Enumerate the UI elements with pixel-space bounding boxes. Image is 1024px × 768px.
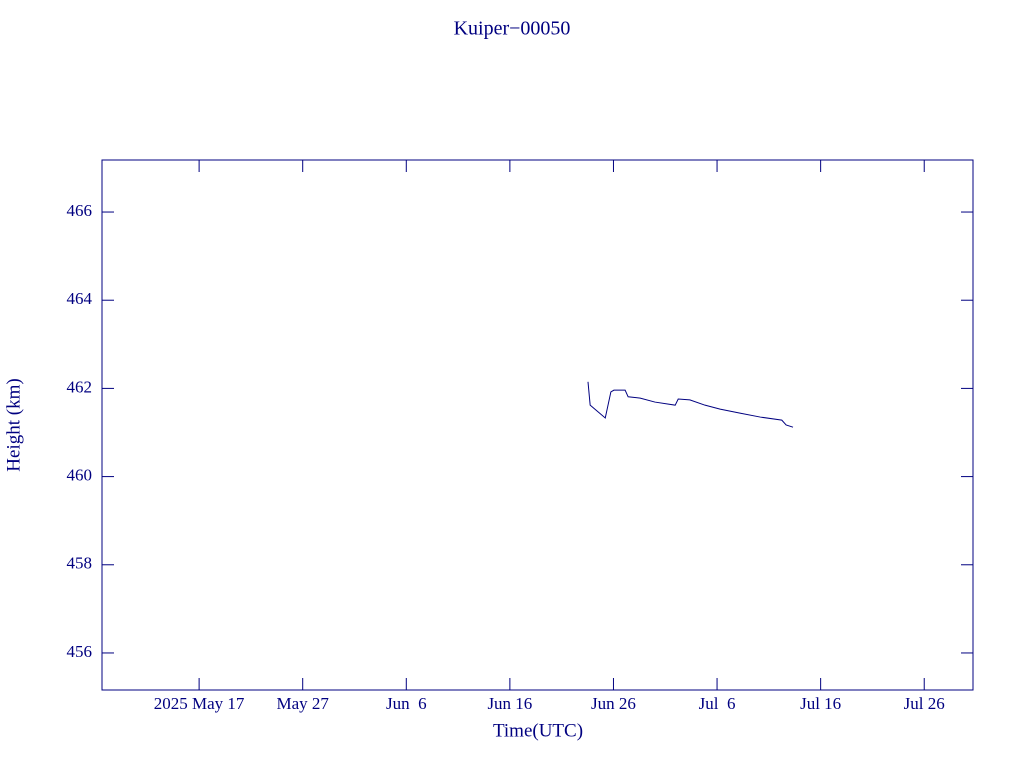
data-line bbox=[587, 381, 794, 428]
y-tick-label: 456 bbox=[67, 642, 93, 661]
x-tick-label: Jul 26 bbox=[904, 694, 945, 713]
x-tick-label: 2025 May 17 bbox=[154, 694, 245, 713]
x-tick-label: Jul 6 bbox=[699, 694, 736, 713]
y-tick-label: 464 bbox=[67, 289, 93, 308]
x-tick-label: Jun 16 bbox=[487, 694, 532, 713]
plot-frame bbox=[101, 159, 974, 691]
y-tick-label: 462 bbox=[67, 377, 93, 396]
x-tick-label: Jun 6 bbox=[386, 694, 427, 713]
x-tick-label: May 27 bbox=[276, 694, 329, 713]
chart-title: Kuiper−00050 bbox=[454, 18, 571, 40]
y-tick-label: 466 bbox=[67, 201, 93, 220]
y-axis-label: Height (km) bbox=[3, 378, 24, 471]
x-tick-label: Jun 26 bbox=[591, 694, 636, 713]
y-tick-label: 460 bbox=[67, 465, 93, 484]
y-tick-label: 458 bbox=[67, 554, 93, 573]
x-axis-label: Time(UTC) bbox=[493, 720, 583, 741]
x-tick-label: Jul 16 bbox=[800, 694, 841, 713]
